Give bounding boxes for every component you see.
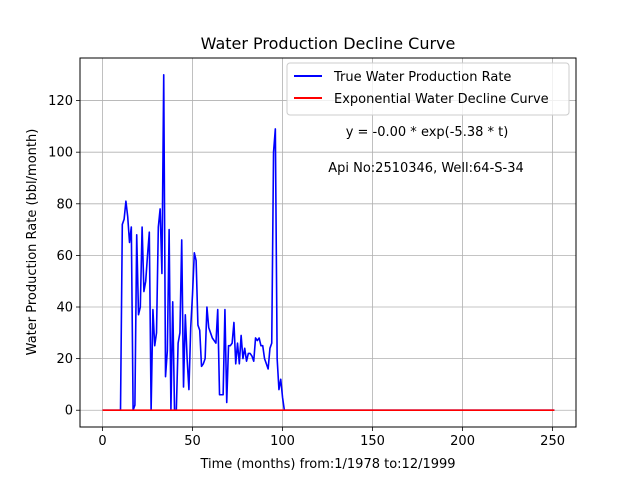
- series-layer: [102, 73, 555, 412]
- y-axis-label: Water Production Rate (bbl/month): [25, 129, 40, 356]
- y-tick-label: 20: [56, 352, 73, 367]
- x-tick-label: 0: [98, 434, 106, 449]
- legend-label-exponential: Exponential Water Decline Curve: [334, 92, 549, 107]
- x-tick-label: 150: [360, 434, 385, 449]
- y-tick-label: 80: [56, 197, 73, 212]
- x-tick-label: 100: [270, 434, 295, 449]
- chart-title: Water Production Decline Curve: [201, 34, 456, 53]
- ticks-layer: 0 50 100 150 200 250 0 20 40 60 80 100 120: [48, 94, 565, 449]
- y-tick-label: 100: [48, 146, 73, 161]
- y-tick-label: 120: [48, 94, 73, 109]
- legend-box: [286, 62, 570, 116]
- x-tick-label: 250: [540, 434, 565, 449]
- y-tick-label: 0: [65, 404, 73, 419]
- legend: True Water Production Rate Exponential W…: [286, 62, 570, 116]
- plot-frame: [79, 57, 577, 428]
- x-axis-label: Time (months) from:1/1978 to:12/1999: [199, 457, 455, 472]
- y-tick-label: 60: [56, 249, 73, 264]
- equation-annotation: y = -0.00 * exp(-5.38 * t): [346, 125, 509, 140]
- series-line-true-rate: [102, 73, 555, 412]
- x-tick-label: 200: [450, 434, 475, 449]
- y-tick-label: 40: [56, 301, 73, 316]
- legend-label-true-rate: True Water Production Rate: [333, 70, 511, 85]
- x-tick-label: 50: [184, 434, 201, 449]
- well-annotation: Api No:2510346, Well:64-S-34: [328, 161, 524, 176]
